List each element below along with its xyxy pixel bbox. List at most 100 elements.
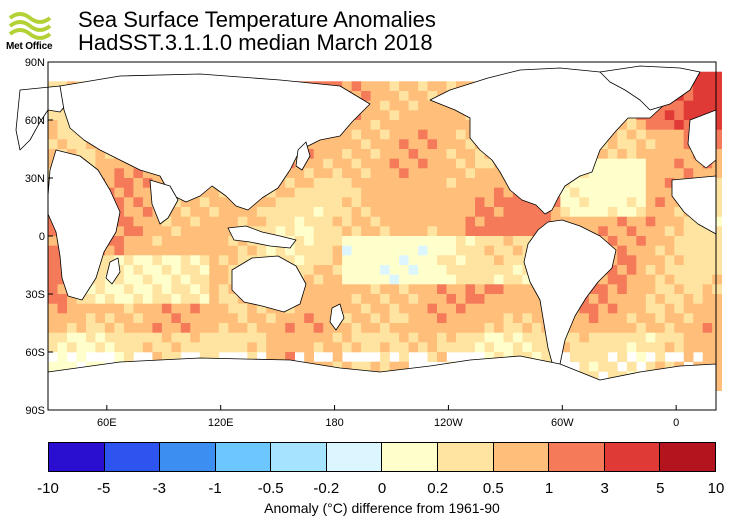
anomaly-cell (664, 255, 675, 266)
anomaly-cell (152, 236, 163, 246)
anomaly-cell (702, 303, 713, 314)
anomaly-cell (484, 207, 495, 217)
anomaly-cell (332, 284, 343, 295)
anomaly-cell (95, 158, 106, 169)
anomaly-cell (114, 187, 125, 198)
anomaly-cell (380, 216, 390, 227)
anomaly-cell (133, 342, 144, 353)
anomaly-cell (266, 216, 276, 227)
anomaly-cell (114, 216, 125, 227)
anomaly-cell (399, 265, 409, 275)
anomaly-cell (579, 303, 590, 314)
anomaly-cell (550, 207, 561, 217)
anomaly-cell (152, 284, 163, 295)
anomaly-cell (446, 303, 457, 314)
anomaly-cell (104, 294, 115, 304)
anomaly-cell (427, 187, 438, 198)
anomaly-cell (389, 139, 400, 150)
anomaly-cell (351, 149, 362, 159)
anomaly-cell (626, 361, 637, 372)
anomaly-cell (275, 342, 286, 353)
anomaly-cell (304, 178, 314, 188)
anomaly-cell (664, 129, 675, 140)
madagascar (105, 257, 121, 285)
anomaly-cell (342, 178, 352, 188)
anomaly-cell (626, 178, 637, 188)
anomaly-cell (408, 207, 419, 217)
colorbar (48, 442, 716, 472)
anomaly-cell (304, 226, 314, 237)
anomaly-cell (104, 255, 115, 266)
anomaly-cell (190, 294, 201, 304)
anomaly-cell (133, 265, 144, 275)
anomaly-cell (361, 129, 371, 140)
anomaly-cell (674, 255, 685, 266)
anomaly-cell (228, 255, 239, 266)
anomaly-cell (342, 158, 352, 169)
anomaly-cell (114, 284, 125, 295)
anomaly-cell (323, 197, 333, 208)
anomaly-cell (351, 216, 362, 227)
anomaly-cell (494, 207, 504, 217)
anomaly-cell (199, 332, 210, 343)
anomaly-cell (209, 207, 220, 217)
anomaly-cell (247, 303, 258, 314)
anomaly-cell (190, 274, 201, 285)
lon-label: 120E (208, 417, 234, 429)
anomaly-cell (95, 313, 106, 324)
anomaly-cell (494, 226, 504, 237)
anomaly-cell (465, 216, 476, 227)
anomaly-cell (57, 294, 68, 304)
colorbar-tick-label: -10 (37, 480, 59, 497)
anomaly-cell (664, 178, 675, 188)
anomaly-cell (674, 226, 685, 237)
anomaly-cell (683, 168, 694, 179)
anomaly-cell (199, 245, 210, 256)
anomaly-cell (664, 226, 675, 237)
anomaly-cell (456, 236, 466, 246)
anomaly-cell (133, 303, 144, 314)
anomaly-cell (617, 303, 628, 314)
anomaly-cell (693, 110, 703, 121)
anomaly-cell (247, 313, 258, 324)
anomaly-cell (228, 216, 239, 227)
anomaly-cell (693, 323, 703, 333)
anomaly-cell (512, 197, 523, 208)
anomaly-cell (323, 274, 333, 285)
anomaly-cell (275, 197, 286, 208)
anomaly-cell (199, 342, 210, 353)
anomaly-cell (152, 342, 163, 353)
anomaly-cell (86, 342, 96, 353)
anomaly-cell (418, 226, 428, 237)
anomaly-cell (607, 332, 618, 343)
anomaly-cell (664, 332, 675, 343)
anomaly-cell (256, 323, 267, 333)
anomaly-cell (389, 226, 400, 237)
anomaly-cell (598, 313, 609, 324)
anomaly-cell (645, 129, 656, 140)
anomaly-cell (114, 303, 125, 314)
anomaly-cell (427, 129, 438, 140)
anomaly-cell (304, 255, 314, 266)
anomaly-cell (579, 207, 590, 217)
anomaly-cell (636, 187, 647, 198)
anomaly-cell (389, 207, 400, 217)
anomaly-cell (465, 178, 476, 188)
anomaly-cell (304, 216, 314, 227)
anomaly-cell (123, 236, 134, 246)
anomaly-cell (503, 332, 514, 343)
anomaly-cell (399, 284, 409, 295)
anomaly-cell (645, 216, 656, 227)
anomaly-cell (408, 294, 419, 304)
anomaly-cell (57, 342, 68, 353)
anomaly-cell (484, 216, 495, 227)
anomaly-cell (389, 245, 400, 256)
anomaly-cell (494, 323, 504, 333)
anomaly-cell (95, 342, 106, 353)
anomaly-cell (142, 236, 153, 246)
anomaly-cell (418, 216, 428, 227)
anomaly-cell (427, 207, 438, 217)
anomaly-cell (285, 216, 295, 227)
anomaly-cell (475, 187, 485, 198)
logo-text: Met Office (6, 41, 53, 52)
